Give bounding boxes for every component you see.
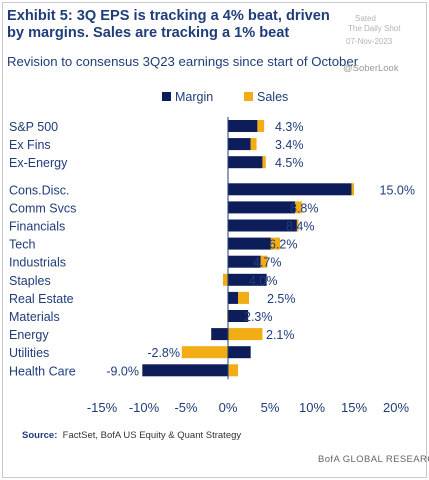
bar-margin [228,219,297,232]
bar-sales [260,255,268,268]
source-label: Source: [22,430,58,441]
watermark-line-3: 07-Nov-2023 [346,37,393,46]
bar-margin [211,328,228,341]
bar-margin [228,120,258,132]
x-tick-label: -15% [87,400,118,415]
data-label-total: 3.4% [275,138,304,152]
chart-subtitle: Revision to consensus 3Q23 earnings sinc… [7,54,359,69]
bar-margin [228,156,263,169]
bar-margin [228,201,296,214]
watermark-line-2: The Daily Shot [348,24,401,33]
x-tick-label: -5% [174,400,198,415]
bar-sales [181,346,228,359]
data-label-total: 8.4% [286,220,315,234]
bar-margin [228,255,261,268]
category-label: Tech [9,238,35,252]
category-label: Materials [9,310,60,324]
bar-margin [228,346,251,359]
chart-title: Exhibit 5: 3Q EPS is tracking a 4% beat,… [7,8,330,41]
category-label: Comm Svcs [9,201,76,215]
category-label: Industrials [9,256,66,270]
category-label: Ex Fins [9,138,51,152]
data-label-total: 6.2% [269,238,298,252]
legend-label-sales: Sales [257,90,288,104]
data-label-total: 4.5% [275,156,304,170]
x-tick-label: -10% [129,400,160,415]
bar-sales [351,183,354,196]
x-tick-label: 0% [219,400,238,415]
data-label-total: 15.0% [380,183,415,197]
category-label: Staples [9,274,51,288]
data-label-total: 4.7% [253,256,282,270]
category-label: Ex-Energy [9,156,68,170]
data-label-total: 4.3% [275,120,304,134]
data-label-total: 4.0% [249,274,278,288]
bar-sales [222,273,228,286]
category-label: Utilities [9,346,49,360]
brand-label: BofA GLOBAL RESEARCH [318,454,429,465]
bar-margin [228,237,271,250]
bar-margin [228,291,239,304]
data-label-total: -2.8% [147,346,180,360]
x-tick-label: 15% [341,400,367,415]
bar-sales [295,201,302,214]
data-label-total: 2.5% [267,292,296,306]
bar-margin [142,364,228,377]
bar-sales [228,328,263,341]
bar-margin [228,183,352,196]
category-label: Cons.Disc. [9,183,69,197]
bar-sales [270,237,281,250]
bar-margin [228,138,251,151]
legend-swatch-sales [244,92,253,101]
source-handle: @SoberLook [343,63,399,74]
category-label: Real Estate [9,292,74,306]
data-label-total: 2.1% [266,328,295,342]
legend-label-margin: Margin [175,90,213,104]
x-tick-label: 10% [299,400,325,415]
bar-sales [238,291,249,304]
source-text: FactSet, BofA US Equity & Quant Strategy [62,430,242,441]
legend-swatch-margin [162,92,171,101]
bar-sales [257,120,265,132]
category-label: Financials [9,220,65,234]
bar-sales [296,219,299,232]
bar-sales [250,138,257,151]
x-tick-label: 20% [383,400,409,415]
data-label-total: -9.0% [106,364,139,378]
bar-margin [228,310,249,322]
category-label: S&P 500 [9,120,58,134]
bar-sales [228,364,239,377]
data-label-total: 2.3% [244,310,273,324]
bar-sales [262,156,266,169]
watermark-line-1: Sated [355,14,376,23]
category-label: Health Care [9,364,76,378]
x-tick-label: 5% [261,400,280,415]
source-note: Source: FactSet, BofA US Equity & Quant … [22,430,241,441]
bar-margin [228,273,267,286]
category-label: Energy [9,328,49,342]
data-label-total: 8.8% [290,201,319,215]
